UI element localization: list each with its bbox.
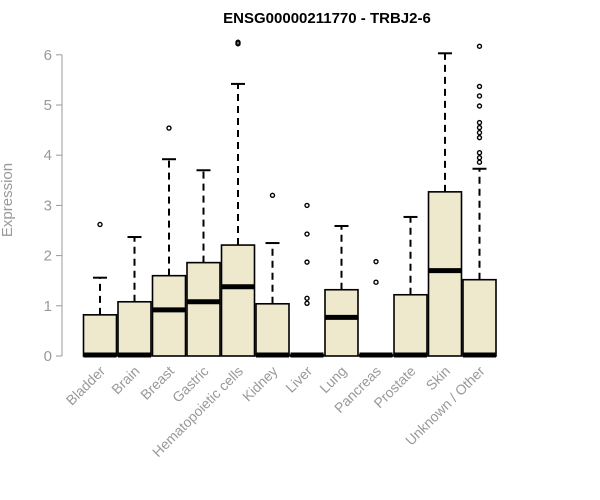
outlier-point [476,93,483,99]
outlier-point [476,119,483,126]
box-body [324,288,359,357]
box-11 [427,52,463,357]
box-4 [186,169,221,357]
box-body [427,191,463,357]
box-8 [324,224,359,357]
y-tick-label: 3 [44,197,52,214]
y-tick-label: 1 [44,298,52,315]
outlier-point [476,124,483,131]
y-tick-label: 0 [44,348,52,365]
outlier-point [269,192,276,199]
box-body [462,278,497,357]
box-3 [151,125,187,357]
box-body [393,293,428,357]
box-7 [289,202,325,358]
outlier-point [476,149,483,156]
x-tick-label: Kidney [239,363,281,405]
outlier-point [304,202,310,209]
outlier-point [476,83,483,90]
outlier-point [476,155,483,161]
y-tick-label: 5 [44,97,52,114]
outlier-point [476,103,483,109]
outlier-point [304,231,310,237]
x-tick-label: Liver [282,363,315,396]
y-tick-label: 4 [44,147,52,164]
box-1 [82,221,118,358]
box-5 [220,39,256,357]
y-tick-label: 6 [44,47,52,64]
box-body [117,300,152,357]
x-tick-label: Bladder [63,363,109,409]
box-6 [255,192,290,358]
outlier-point [476,43,483,49]
box-body [220,244,256,357]
box-body [151,274,187,357]
box-12 [462,43,497,358]
box-body [186,261,221,357]
box-group [82,39,497,358]
y-tick-label: 2 [44,248,52,265]
box-body [82,314,118,357]
y-axis: 0 1 2 3 4 5 6 [44,47,63,365]
outlier-point [97,221,103,228]
x-tick-label: Skin [423,363,454,394]
outlier-point [476,129,483,136]
box-2 [117,236,152,358]
outlier-point [373,279,379,285]
outlier-point [304,300,310,306]
y-axis-label: Expression [0,163,16,237]
box-body [255,302,290,357]
outlier-point [304,259,310,265]
chart-title: ENSG00000211770 - TRBJ2-6 [223,10,431,27]
outlier-point [476,134,483,141]
outlier-point [373,258,379,265]
box-9 [358,258,394,358]
outlier-point [166,125,172,131]
outlier-point [476,159,483,165]
box-10 [393,215,428,358]
outlier-point [304,295,310,301]
outlier-point [235,39,241,45]
